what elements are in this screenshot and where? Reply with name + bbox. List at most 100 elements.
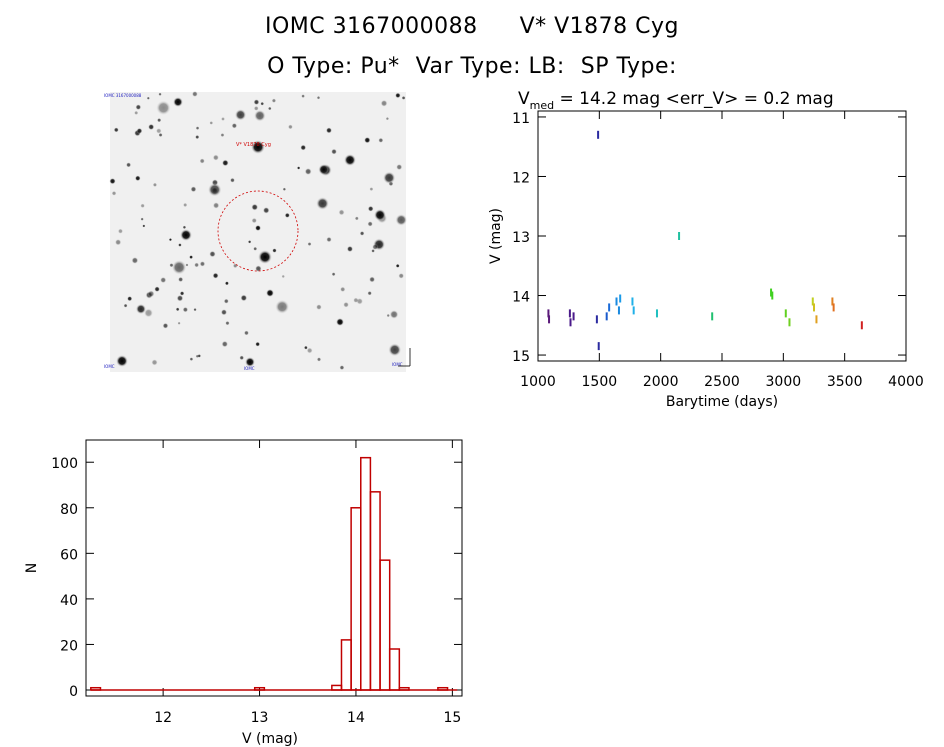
histogram-chart: 12 13 14 15 0 20 40 60 80 100 V (mag) N xyxy=(24,439,463,747)
object-name: V* V1878 Cyg xyxy=(519,14,680,39)
histogram-frame xyxy=(85,439,463,697)
thumbnail-star xyxy=(212,154,219,161)
light-curve-x-tick-label: 3000 xyxy=(766,374,802,390)
thumbnail-star xyxy=(207,182,222,197)
thumbnail-star xyxy=(160,276,167,284)
histogram-bar xyxy=(90,686,102,691)
thumbnail-star xyxy=(253,105,259,111)
thumbnail-star xyxy=(193,307,197,312)
histogram-bar xyxy=(379,559,391,691)
thumbnail-star xyxy=(367,221,373,227)
thumbnail-star xyxy=(148,123,155,131)
light-curve-point xyxy=(617,306,620,315)
thumbnail-star xyxy=(267,106,272,111)
thumbnail-star xyxy=(140,203,145,209)
compass-icon xyxy=(398,348,411,367)
thumbnail-star xyxy=(234,109,247,121)
histogram-y-tick-label: 40 xyxy=(60,593,78,609)
light-curve-point xyxy=(608,303,611,312)
thumbnail-star xyxy=(304,168,312,175)
thumbnail-star xyxy=(240,294,248,302)
thumbnail-star xyxy=(195,354,199,358)
chart-subtitle-types: O Type: Pu* Var Type: LB: SP Type: xyxy=(0,54,944,79)
light-curve-y-tick-label: 13 xyxy=(512,230,530,246)
thumbnail-star xyxy=(245,357,255,367)
thumbnail-star xyxy=(325,127,332,134)
light-curve-x-tick-label: 2000 xyxy=(643,374,679,390)
thumbnail-star xyxy=(398,272,405,279)
thumbnail-star xyxy=(109,177,116,185)
thumbnail-star xyxy=(117,228,124,234)
thumbnail-star xyxy=(385,117,390,121)
thumbnail-star xyxy=(369,276,376,283)
light-curve-x-tick-label: 3500 xyxy=(827,374,863,390)
thumbnail-star xyxy=(353,297,359,303)
thumbnail-star xyxy=(220,133,225,138)
thumbnail-star xyxy=(185,263,189,267)
thumbnail-star xyxy=(243,330,249,336)
thumbnail-star xyxy=(284,212,290,218)
thumbnail-star xyxy=(194,262,200,268)
light-curve-point xyxy=(631,297,634,306)
object-id: IOMC 3167000088 xyxy=(264,14,478,39)
light-curve-point xyxy=(568,309,571,318)
histogram-x-axis: 12 13 14 15 xyxy=(154,440,461,726)
light-curve-y-tick-label: 15 xyxy=(512,349,530,365)
thumbnail-star xyxy=(223,298,229,304)
light-curve-point xyxy=(770,288,773,297)
thumbnail-star xyxy=(179,291,185,296)
histogram-x-tick-label: 14 xyxy=(347,710,365,726)
light-curve-point xyxy=(548,315,551,324)
thumbnail-star xyxy=(231,122,238,129)
thumbnail-star xyxy=(401,95,406,100)
thumbnail-star xyxy=(136,127,143,134)
thumbnail-star xyxy=(116,355,128,367)
thumbnail-star xyxy=(152,182,158,187)
thumbnail-corner-label-br: IOMC xyxy=(392,362,403,367)
thumbnail-star xyxy=(191,91,198,97)
target-aperture-circle xyxy=(217,190,299,272)
chart-title-object: IOMC 3167000088 V* V1878 Cyg xyxy=(0,14,944,39)
thumbnail-star xyxy=(331,148,337,155)
thumbnail-star xyxy=(155,128,162,134)
light-curve-x-tick-label: 1500 xyxy=(582,374,618,390)
light-curve-x-tick-label: 2500 xyxy=(704,374,740,390)
thumbnail-star xyxy=(232,263,238,269)
variability-type: Var Type: LB: xyxy=(415,54,565,79)
thumbnail-star xyxy=(300,144,307,151)
thumbnail-star xyxy=(156,117,162,123)
thumbnail-star xyxy=(374,209,386,221)
thumbnail-star xyxy=(331,272,336,277)
thumbnail-star xyxy=(301,94,305,98)
light-curve-ylabel: V (mag) xyxy=(488,208,504,264)
thumbnail-star xyxy=(126,162,132,168)
histogram-bar xyxy=(398,686,410,691)
thumbnail-star xyxy=(343,301,349,308)
thumbnail-star xyxy=(221,159,229,167)
thumbnail-star xyxy=(212,272,219,279)
histogram-x-tick-label: 12 xyxy=(154,710,172,726)
thumbnail-star xyxy=(316,357,322,362)
histogram-ylabel: N xyxy=(24,563,40,573)
sky-thumbnail: V* V1878 Cyg IOMC 3167000088 IOMC IOMC I… xyxy=(104,91,411,372)
thumbnail-star xyxy=(156,100,171,116)
thumbnail-star xyxy=(307,242,312,247)
thumbnail-star xyxy=(378,137,384,143)
light-curve-point xyxy=(597,130,600,139)
light-curve-point xyxy=(711,312,714,321)
light-curve-point xyxy=(619,294,622,303)
thumbnail-star xyxy=(287,124,293,130)
histogram-bar xyxy=(360,456,372,691)
thumbnail-star xyxy=(251,140,265,154)
thumbnail-star xyxy=(127,296,133,302)
thumbnail-star xyxy=(111,190,117,196)
light-curve-y-tick-label: 11 xyxy=(512,111,530,127)
thumbnail-star xyxy=(195,134,200,140)
histogram-y-tick-label: 80 xyxy=(60,502,78,518)
thumbnail-star xyxy=(253,246,258,251)
thumbnail-star xyxy=(177,321,181,325)
thumbnail-star xyxy=(316,304,322,310)
light-curve-x-tick-label: 4000 xyxy=(888,374,924,390)
thumbnail-star xyxy=(254,109,266,122)
thumbnail-star xyxy=(199,158,205,164)
